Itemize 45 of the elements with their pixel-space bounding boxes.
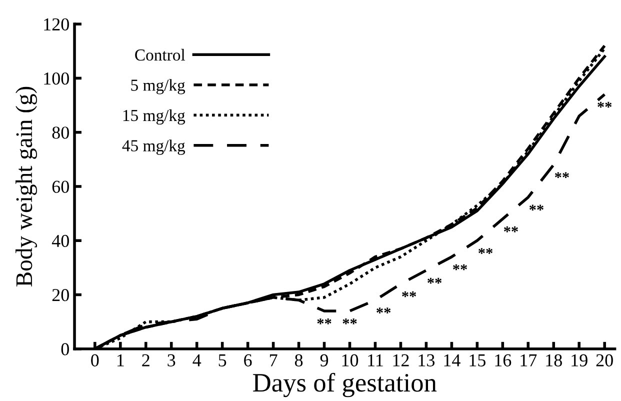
legend-label: 15 mg/kg bbox=[123, 109, 186, 125]
x-axis-title: Days of gestation bbox=[253, 372, 437, 398]
x-tick-label: 14 bbox=[444, 354, 460, 366]
legend-label: 5 mg/kg bbox=[131, 79, 186, 94]
legend-label: 45 mg/kg bbox=[122, 140, 186, 155]
annotation: ** bbox=[453, 264, 468, 270]
x-tick-label: 7 bbox=[270, 354, 278, 366]
annotation: ** bbox=[504, 226, 518, 232]
x-tick-label: 13 bbox=[418, 354, 435, 366]
x-tick-label: 16 bbox=[495, 354, 512, 366]
legend-label: Control bbox=[135, 48, 186, 61]
y-tick-label: 120 bbox=[44, 18, 69, 30]
x-tick-label: 15 bbox=[470, 354, 486, 366]
annotation: ** bbox=[478, 248, 493, 254]
x-tick-label: 12 bbox=[393, 354, 409, 366]
x-tick-label: 11 bbox=[368, 354, 383, 366]
x-tick-label: 9 bbox=[320, 354, 328, 366]
x-tick-label: 18 bbox=[546, 354, 562, 366]
x-tick-label: 8 bbox=[294, 354, 303, 366]
x-tick-label: 5 bbox=[218, 354, 226, 366]
x-tick-label: 4 bbox=[192, 354, 202, 366]
x-tick-label: 1 bbox=[117, 354, 124, 366]
annotation: ** bbox=[529, 204, 544, 211]
y-axis-title: Body weight gain (g) bbox=[16, 86, 38, 286]
y-tick-label: 80 bbox=[52, 126, 69, 139]
annotation: ** bbox=[376, 308, 391, 314]
x-tick-label: 2 bbox=[142, 354, 150, 366]
x-tick-label: 17 bbox=[520, 354, 537, 366]
annotation: ** bbox=[428, 278, 442, 284]
x-tick-label: 19 bbox=[572, 354, 588, 366]
x-tick-label: 20 bbox=[596, 354, 613, 366]
annotation: ** bbox=[598, 102, 612, 108]
y-tick-label: 100 bbox=[44, 72, 69, 85]
x-tick-label: 6 bbox=[244, 354, 252, 366]
y-tick-label: 60 bbox=[52, 180, 69, 193]
x-tick-label: 0 bbox=[91, 354, 99, 366]
annotation: ** bbox=[402, 291, 416, 298]
annotation: ** bbox=[317, 318, 332, 324]
x-tick-label: 3 bbox=[168, 354, 176, 366]
x-tick-label: 10 bbox=[342, 354, 358, 366]
y-tick-label: 40 bbox=[52, 234, 69, 248]
annotation: ** bbox=[554, 172, 569, 178]
y-tick-label: 0 bbox=[61, 343, 69, 356]
annotation: ** bbox=[342, 318, 357, 324]
y-tick-label: 20 bbox=[52, 288, 69, 302]
